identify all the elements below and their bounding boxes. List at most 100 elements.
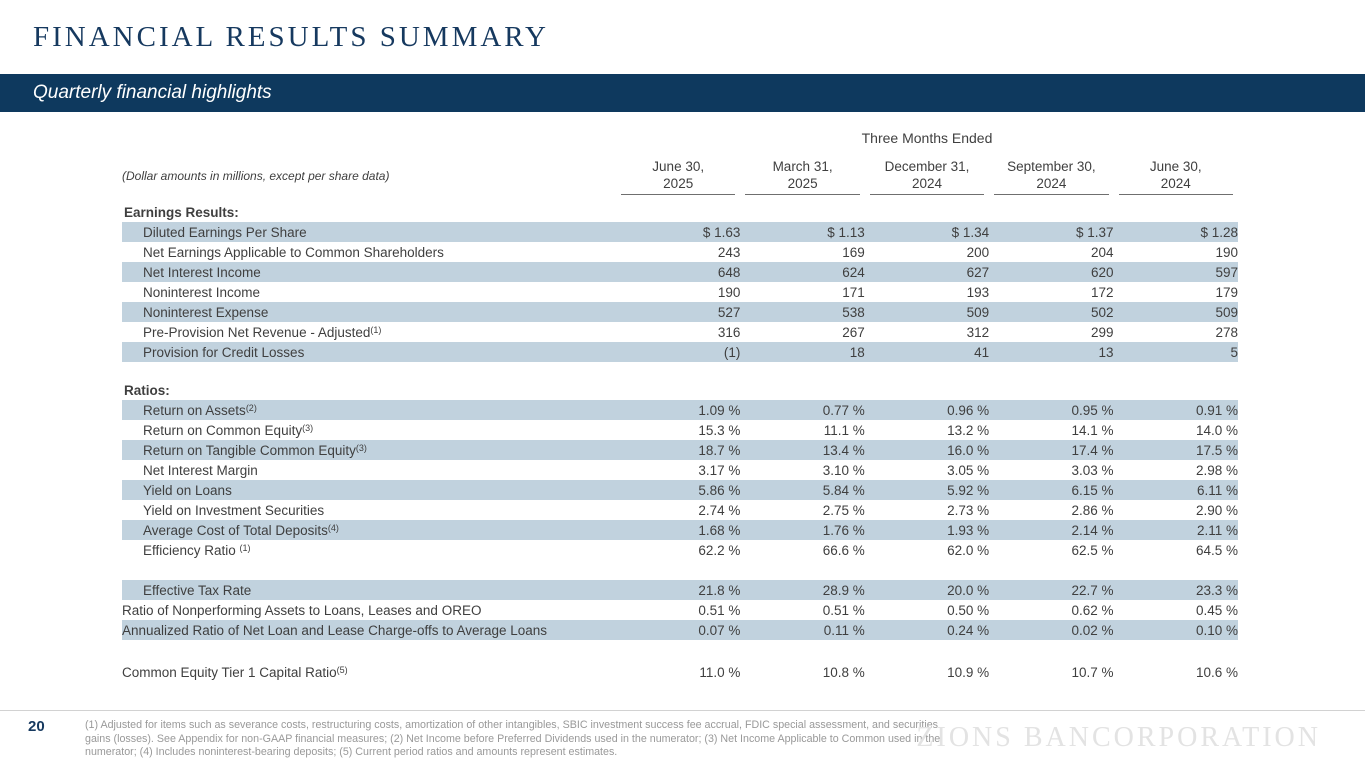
row-label: Net Interest Margin (143, 462, 258, 478)
span-header-row: Three Months Ended (122, 126, 1238, 150)
row-value: 190 (1215, 244, 1238, 260)
row-value: 0.51 % (698, 602, 741, 618)
row-label: Effective Tax Rate (122, 580, 616, 600)
row-value: 13 (989, 342, 1114, 362)
table-row: Yield on Loans 5.86 % 5.84 % 5.92 % 6.15 % 6.… (122, 480, 1238, 500)
row-value: 1.68 % (616, 520, 741, 540)
row-label: Provision for Credit Losses (122, 342, 616, 362)
row-value: 648 (616, 262, 741, 282)
financial-table: Three Months Ended (Dollar amounts in mi… (122, 126, 1238, 682)
row-value: 169 (842, 244, 865, 260)
slide-header: FINANCIAL RESULTS SUMMARY (0, 0, 1365, 74)
row-label: Common Equity Tier 1 Capital Ratio(5) (122, 664, 348, 680)
section-header-label: Earnings Results: (124, 204, 239, 220)
column-header-4: June 30, 2024 (1114, 150, 1238, 202)
table-row: Average Cost of Total Deposits(4) 1.68 % 1… (122, 520, 1238, 540)
table-row: Return on Common Equity(3) 15.3 % 11.1 % 13… (122, 420, 1238, 440)
row-label: Noninterest Expense (122, 302, 616, 322)
row-value: 10.7 % (1071, 664, 1114, 680)
row-gap (122, 560, 1238, 580)
row-value: 0.11 % (740, 620, 865, 640)
row-value: 597 (1113, 262, 1238, 282)
row-value: 5.86 % (616, 480, 741, 500)
row-value: 2.90 % (1195, 502, 1238, 518)
row-label: Yield on Investment Securities (143, 502, 325, 518)
row-value: 5.92 % (864, 480, 990, 500)
row-value: 1.93 % (864, 520, 990, 540)
row-value: 0.24 % (864, 620, 990, 640)
span-header-spacer (122, 126, 616, 150)
row-value: 62.2 % (698, 542, 741, 558)
row-value: 6.11 % (1113, 480, 1238, 500)
row-value: 0.62 % (1071, 602, 1114, 618)
row-value: 10.9 % (947, 664, 990, 680)
row-value: 204 (1091, 244, 1114, 260)
row-value: 620 (989, 262, 1114, 282)
row-value: 3.17 % (698, 462, 741, 478)
row-value: 18 (740, 342, 865, 362)
row-value: 193 (966, 284, 990, 300)
table-row: Diluted Earnings Per Share $ 1.63 $ 1.13 $ … (122, 222, 1238, 242)
row-value: 62.5 % (1071, 542, 1114, 558)
row-value: 172 (1091, 284, 1114, 300)
row-value: 10.6 % (1195, 664, 1238, 680)
row-label: Return on Assets(2) (122, 400, 616, 420)
row-value: 66.6 % (822, 542, 865, 558)
row-value: 316 (717, 324, 741, 340)
zions-bancorporation-logo: ZIONS BANCORPORATION (916, 722, 1321, 753)
footnote-marker: (3) (355, 442, 367, 453)
row-value: 23.3 % (1113, 580, 1238, 600)
column-header-row: (Dollar amounts in millions, except per … (122, 150, 1238, 202)
row-value: 15.3 % (698, 422, 741, 438)
column-header-label: September 30, 2024 (994, 158, 1109, 195)
table-row: Net Interest Income 648 624 627 620 597 (122, 262, 1238, 282)
row-label: Pre-Provision Net Revenue - Adjusted(1) (143, 324, 382, 340)
column-header-label: March 31, 2025 (745, 158, 860, 195)
row-value: 14.1 % (1071, 422, 1114, 438)
row-value: 2.14 % (989, 520, 1114, 540)
row-value: 509 (864, 302, 990, 322)
row-value: 5 (1113, 342, 1238, 362)
row-value: 13.2 % (947, 422, 990, 438)
row-value: 509 (1113, 302, 1238, 322)
section-header-label: Ratios: (124, 382, 170, 398)
row-value: 0.45 % (1195, 602, 1238, 618)
row-value: 267 (842, 324, 865, 340)
table-body: Earnings Results: Diluted Earnings Per Sh… (122, 202, 1238, 682)
row-value: 14.0 % (1195, 422, 1238, 438)
spacer (122, 640, 1238, 662)
row-value: 299 (1091, 324, 1114, 340)
row-label: Ratio of Nonperforming Assets to Loans, … (122, 602, 482, 618)
row-value: 2.75 % (822, 502, 865, 518)
row-value: 538 (740, 302, 865, 322)
row-value: 0.77 % (740, 400, 865, 420)
subtitle-band: Quarterly financial highlights (0, 74, 1365, 112)
row-value: 2.98 % (1195, 462, 1238, 478)
row-value: 0.96 % (864, 400, 990, 420)
row-value: 179 (1215, 284, 1238, 300)
table-row: Provision for Credit Losses (1) 18 41 13 5 (122, 342, 1238, 362)
table-row: Pre-Provision Net Revenue - Adjusted(1) 3… (122, 322, 1238, 342)
row-label: Average Cost of Total Deposits(4) (122, 520, 616, 540)
row-value: 41 (864, 342, 990, 362)
row-value: 0.02 % (989, 620, 1114, 640)
row-gap (122, 640, 1238, 662)
footnote-marker: (5) (336, 664, 348, 675)
row-value: 200 (966, 244, 990, 260)
row-value: 0.10 % (1113, 620, 1238, 640)
row-value: 17.5 % (1113, 440, 1238, 460)
row-value: 64.5 % (1195, 542, 1238, 558)
table-row: Ratio of Nonperforming Assets to Loans, … (122, 600, 1238, 620)
spacer (122, 362, 1238, 380)
table-row: Annualized Ratio of Net Loan and Lease C… (122, 620, 1238, 640)
column-header-1: March 31, 2025 (740, 150, 864, 202)
three-months-ended-header: Three Months Ended (861, 130, 993, 146)
row-value: 28.9 % (740, 580, 865, 600)
row-value: 21.8 % (616, 580, 741, 600)
row-value: 1.76 % (740, 520, 865, 540)
row-value: 18.7 % (616, 440, 741, 460)
table-row: Yield on Investment Securities 2.74 % 2.75… (122, 500, 1238, 520)
row-value: 3.10 % (822, 462, 865, 478)
column-header-label: December 31, 2024 (869, 158, 985, 195)
slide-subtitle: Quarterly financial highlights (33, 82, 272, 103)
